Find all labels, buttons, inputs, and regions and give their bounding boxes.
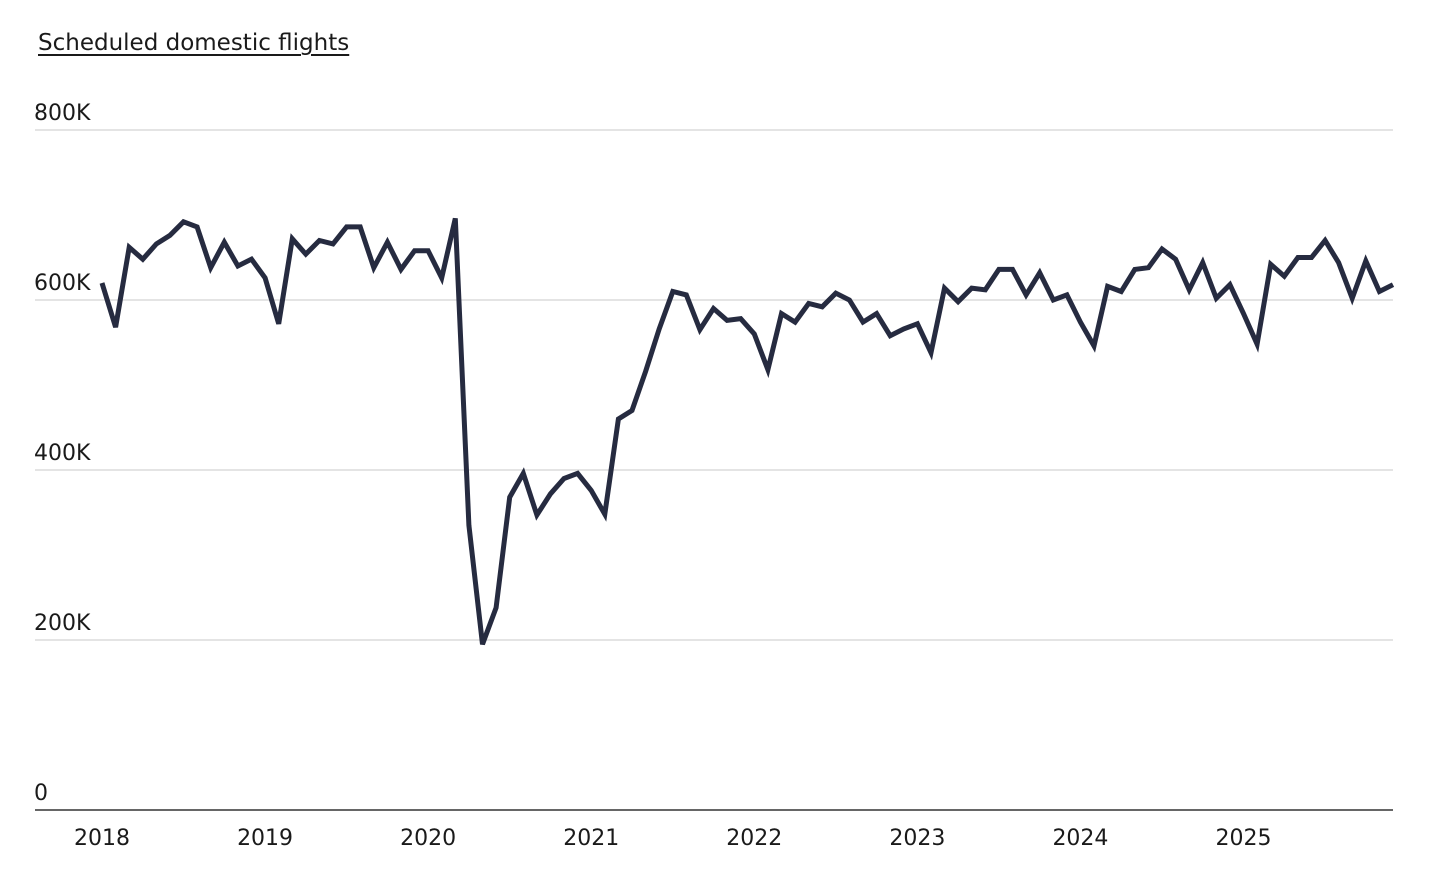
x-tick-label: 2025 (1216, 826, 1272, 851)
x-tick-label: 2018 (74, 826, 130, 851)
x-tick-label: 2020 (400, 826, 456, 851)
y-tick-label: 800K (34, 101, 91, 126)
x-tick-label: 2019 (237, 826, 293, 851)
y-tick-label: 0 (34, 781, 48, 806)
x-tick-label: 2022 (726, 826, 782, 851)
y-tick-label: 600K (34, 271, 91, 296)
series-line (99, 217, 1395, 646)
x-tick-label: 2024 (1052, 826, 1108, 851)
y-tick-label: 200K (34, 611, 91, 636)
x-axis: 2018 2019 2020 2021 2022 2023 2024 2025 (74, 826, 1272, 851)
x-tick-label: 2023 (889, 826, 945, 851)
y-axis-title: Scheduled domestic flights (38, 30, 350, 56)
y-axis: 0 200K 400K 600K 800K (34, 101, 91, 806)
x-tick-label: 2021 (563, 826, 619, 851)
gridlines (35, 129, 1393, 641)
y-tick-label: 400K (34, 441, 91, 466)
